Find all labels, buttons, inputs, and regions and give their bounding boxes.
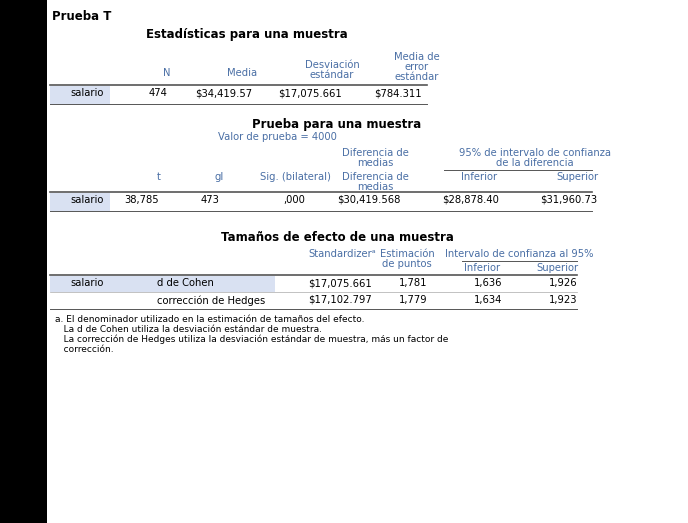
Text: salario: salario — [70, 88, 104, 98]
Bar — [50, 276, 110, 292]
Text: de puntos: de puntos — [382, 259, 432, 269]
Text: La corrección de Hedges utiliza la desviación estándar de muestra, más un factor: La corrección de Hedges utiliza la desvi… — [55, 335, 449, 345]
Text: Inferior: Inferior — [464, 263, 500, 273]
Text: Diferencia de: Diferencia de — [341, 148, 409, 158]
Text: corrección de Hedges: corrección de Hedges — [157, 295, 266, 305]
Text: Intervalo de confianza al 95%: Intervalo de confianza al 95% — [444, 249, 593, 259]
Bar — [50, 193, 110, 211]
Text: estándar: estándar — [310, 70, 354, 80]
Text: $17,075.661: $17,075.661 — [308, 278, 372, 288]
Text: Valor de prueba = 4000: Valor de prueba = 4000 — [217, 132, 336, 142]
Text: Estimación: Estimación — [380, 249, 434, 259]
Text: Inferior: Inferior — [461, 172, 497, 182]
Text: 1,636: 1,636 — [473, 278, 502, 288]
Text: $30,419.568: $30,419.568 — [336, 195, 400, 205]
Text: a. El denominador utilizado en la estimación de tamaños del efecto.: a. El denominador utilizado en la estima… — [55, 315, 365, 324]
Text: 1,923: 1,923 — [548, 295, 577, 305]
Text: 1,779: 1,779 — [398, 295, 427, 305]
Text: 1,926: 1,926 — [548, 278, 577, 288]
Text: $784.311: $784.311 — [374, 88, 422, 98]
Text: $17,102.797: $17,102.797 — [308, 295, 372, 305]
Text: 95% de intervalo de confianza: 95% de intervalo de confianza — [459, 148, 611, 158]
Text: N: N — [163, 68, 171, 78]
Text: Superior: Superior — [556, 172, 598, 182]
Bar — [50, 86, 110, 104]
Bar — [0, 0, 47, 523]
Text: Prueba T: Prueba T — [52, 10, 111, 23]
Text: 1,781: 1,781 — [398, 278, 427, 288]
Text: Superior: Superior — [536, 263, 578, 273]
Text: 473: 473 — [200, 195, 219, 205]
Text: Prueba para una muestra: Prueba para una muestra — [252, 118, 422, 131]
Text: de la diferencia: de la diferencia — [496, 158, 574, 168]
Text: $17,075.661: $17,075.661 — [278, 88, 342, 98]
Text: La d de Cohen utiliza la desviación estándar de muestra.: La d de Cohen utiliza la desviación está… — [55, 325, 322, 334]
Text: Media de: Media de — [394, 52, 440, 62]
Text: $34,419.57: $34,419.57 — [195, 88, 252, 98]
Text: corrección.: corrección. — [55, 345, 114, 354]
Text: 1,634: 1,634 — [473, 295, 502, 305]
Text: Tamaños de efecto de una muestra: Tamaños de efecto de una muestra — [221, 231, 453, 244]
Text: Estadísticas para una muestra: Estadísticas para una muestra — [146, 28, 348, 41]
Text: 474: 474 — [148, 88, 167, 98]
Text: Sig. (bilateral): Sig. (bilateral) — [259, 172, 330, 182]
Text: gl: gl — [215, 172, 224, 182]
Text: medias: medias — [357, 182, 393, 192]
Text: ,000: ,000 — [283, 195, 305, 205]
Text: d de Cohen: d de Cohen — [157, 278, 214, 288]
Text: salario: salario — [70, 278, 104, 288]
Text: Diferencia de: Diferencia de — [341, 172, 409, 182]
Text: t: t — [157, 172, 161, 182]
Text: medias: medias — [357, 158, 393, 168]
Text: estándar: estándar — [395, 72, 439, 82]
Bar — [110, 276, 275, 292]
Text: error: error — [405, 62, 429, 72]
Text: $31,960.73: $31,960.73 — [540, 195, 597, 205]
Text: $28,878.40: $28,878.40 — [442, 195, 499, 205]
Text: Media: Media — [227, 68, 257, 78]
Text: Desviación: Desviación — [305, 60, 359, 70]
Text: Standardizerᵃ: Standardizerᵃ — [308, 249, 376, 259]
Text: salario: salario — [70, 195, 104, 205]
Text: 38,785: 38,785 — [125, 195, 159, 205]
